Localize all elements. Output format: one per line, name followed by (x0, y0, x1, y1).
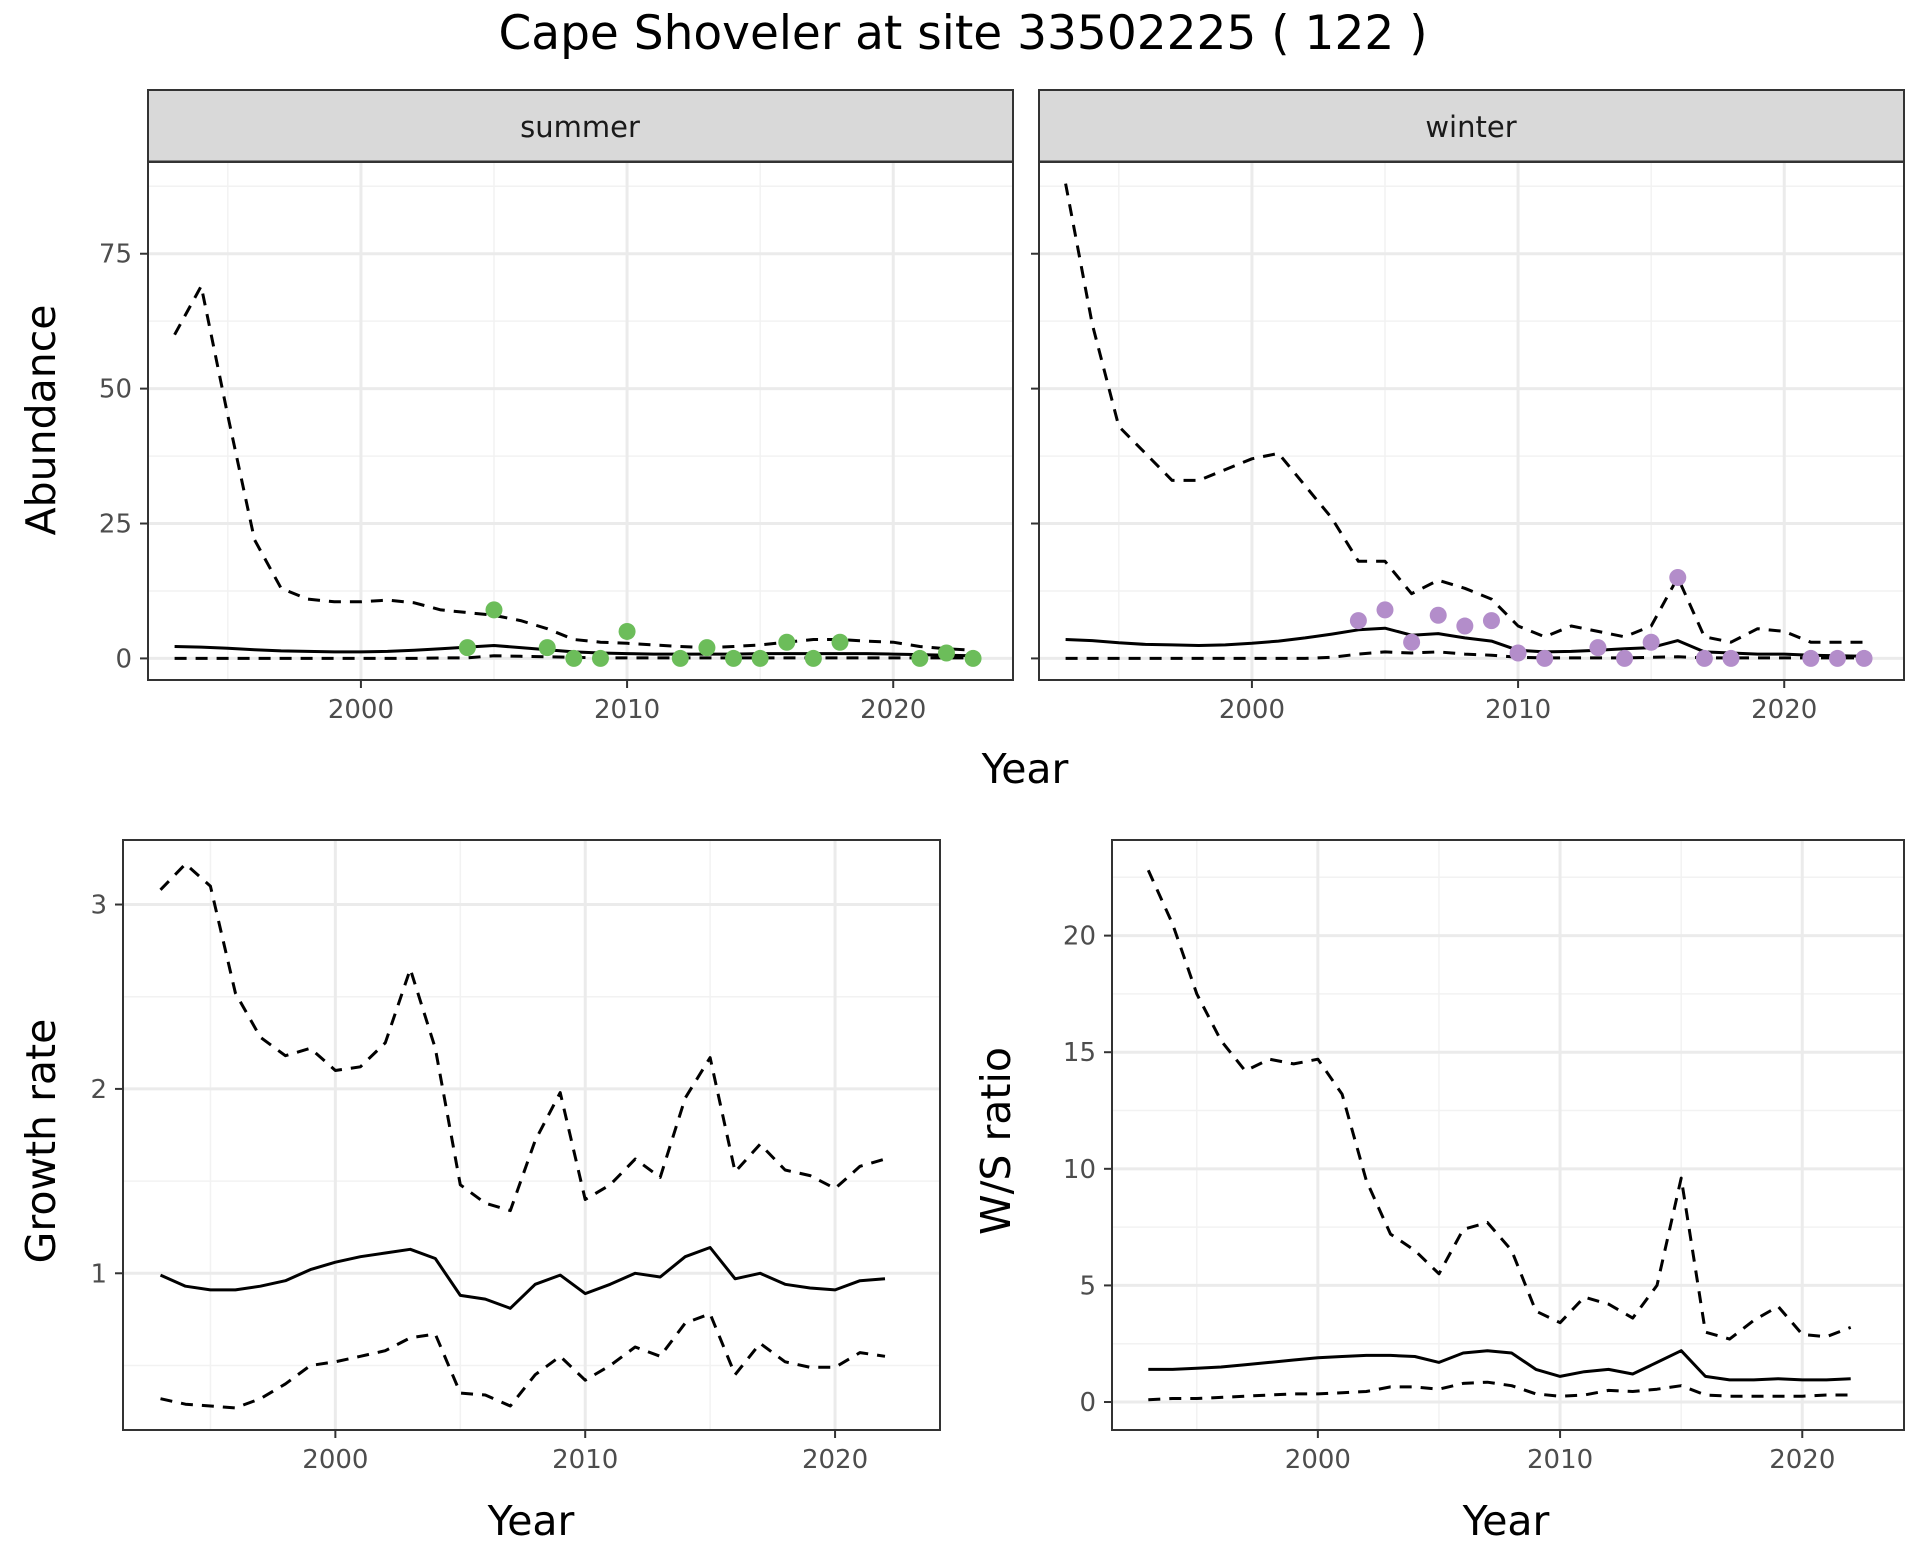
panel-winter: 2000 2010 2020 (1031, 161, 1905, 725)
panel-border (122, 839, 941, 1431)
ws-x-axis-title: Year (1462, 1497, 1550, 1545)
data-point (458, 639, 476, 657)
data-point (725, 649, 743, 667)
data-point (1642, 633, 1660, 651)
series-line-bound-2 (1065, 650, 1865, 660)
y-tick-label: 10 (1063, 1155, 1096, 1185)
growth-y-axis-title: Growth rate (17, 1019, 65, 1264)
series-line-bound-2 (1148, 1380, 1851, 1402)
x-tick-label: 2020 (860, 695, 926, 725)
top-y-axis-title: Abundance (17, 305, 65, 536)
y-tick-label: 0 (1079, 1388, 1096, 1418)
data-point (778, 633, 796, 651)
top-x-axis-title: Year (981, 745, 1069, 793)
panel-ws-ratio: 2000 2010 2020 0 5 10 15 20 (1063, 839, 1905, 1475)
data-point (911, 649, 929, 667)
x-tick-label: 2000 (328, 695, 394, 725)
data-point (591, 649, 609, 667)
data-point (1855, 649, 1873, 667)
data-point (1456, 617, 1474, 635)
series-line-mean (1148, 1349, 1851, 1382)
x-tick-label: 2010 (594, 695, 660, 725)
data-point (538, 639, 556, 657)
data-point (1669, 568, 1687, 586)
data-point (485, 601, 503, 619)
x-tick-label: 2000 (1285, 1445, 1351, 1475)
x-tick-label: 2010 (552, 1445, 618, 1475)
y-tick-label: 25 (99, 510, 132, 540)
data-point (937, 644, 955, 662)
data-point (1828, 649, 1846, 667)
x-tick-label: 2000 (302, 1445, 368, 1475)
series-line-bound-2 (160, 1312, 886, 1410)
x-tick-label: 2020 (1751, 695, 1817, 725)
y-tick-label: 3 (90, 891, 107, 921)
series-line-mean (159, 1246, 886, 1310)
x-tick-label: 2000 (1219, 695, 1285, 725)
data-point (804, 649, 822, 667)
y-tick-label: 5 (1079, 1271, 1096, 1301)
data-point (964, 649, 982, 667)
y-tick-label: 0 (115, 644, 132, 674)
chart-title: Cape Shoveler at site 33502225 ( 122 ) (498, 6, 1427, 61)
strip-winter-label: winter (1425, 110, 1516, 144)
data-point (671, 649, 689, 667)
y-tick-label: 2 (90, 1075, 107, 1105)
plot-background (1112, 840, 1904, 1430)
data-point (1802, 649, 1820, 667)
plot-background (148, 162, 1013, 680)
data-point (618, 622, 636, 640)
data-point (1403, 633, 1421, 651)
panel-growth-rate: 2000 2010 2020 1 2 3 (90, 839, 941, 1475)
y-tick-label: 20 (1063, 922, 1096, 952)
y-tick-label: 15 (1063, 1038, 1096, 1068)
data-point (1482, 612, 1500, 630)
data-point (751, 649, 769, 667)
data-point (565, 649, 583, 667)
growth-x-axis-title: Year (487, 1497, 575, 1545)
y-tick-label: 50 (99, 375, 132, 405)
x-tick-label: 2010 (1485, 695, 1551, 725)
data-point (1376, 601, 1394, 619)
data-point (1695, 649, 1713, 667)
plot-background (1039, 162, 1904, 680)
y-tick-label: 1 (90, 1259, 107, 1289)
series-line-bound-1 (159, 862, 886, 1213)
strip-summer-label: summer (520, 110, 640, 144)
data-point (698, 639, 716, 657)
plot-background (123, 840, 940, 1430)
data-point (1349, 612, 1367, 630)
x-tick-label: 2020 (1769, 1445, 1835, 1475)
panel-summer: 2000 2010 2020 0 25 50 75 (99, 161, 1014, 725)
y-tick-label: 75 (99, 240, 132, 270)
data-point (831, 633, 849, 651)
data-point (1722, 649, 1740, 667)
x-tick-label: 2020 (802, 1445, 868, 1475)
panel-border (147, 161, 1014, 681)
x-tick-label: 2010 (1527, 1445, 1593, 1475)
data-point (1616, 649, 1634, 667)
ws-y-axis-title: W/S ratio (972, 1047, 1020, 1235)
strip-summer (147, 89, 1014, 163)
series-line-bound-1 (1146, 869, 1852, 1341)
series-line-bound-1 (1064, 183, 1865, 644)
data-point (1589, 639, 1607, 657)
panel-border (1111, 839, 1905, 1431)
data-point (1536, 649, 1554, 667)
data-point (1429, 606, 1447, 624)
data-point (1509, 644, 1527, 662)
panel-border (1038, 161, 1905, 681)
